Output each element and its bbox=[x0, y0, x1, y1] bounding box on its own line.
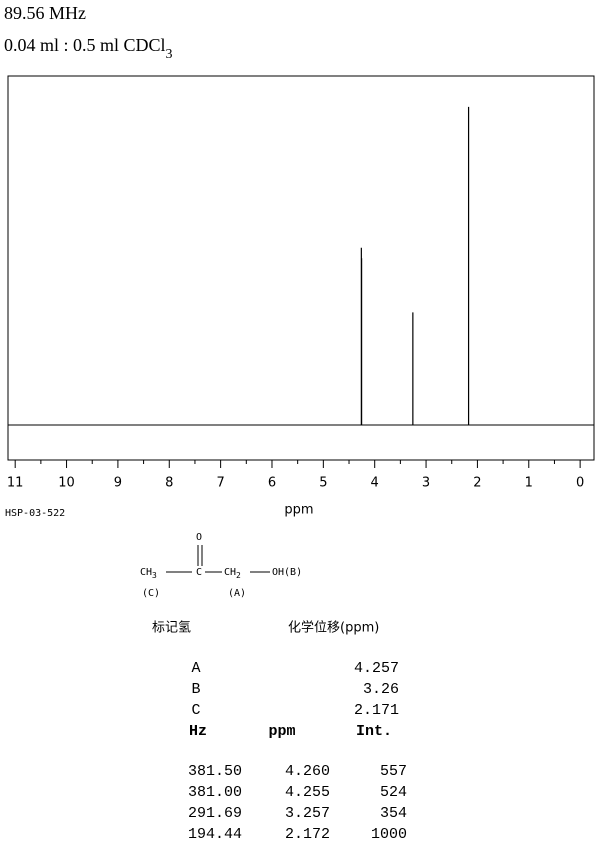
atom: CH3 bbox=[140, 567, 157, 580]
table-cell: 3.26 bbox=[363, 681, 399, 698]
x-tick-label: 5 bbox=[319, 476, 327, 491]
x-tick-label: 8 bbox=[165, 476, 173, 491]
table-cell: B bbox=[191, 681, 200, 698]
table-header: Int. bbox=[356, 723, 392, 740]
x-tick-label: 10 bbox=[58, 476, 75, 491]
table-cell: 1000 bbox=[371, 826, 407, 843]
x-tick-label: 11 bbox=[7, 476, 24, 491]
table-cell: 524 bbox=[380, 784, 407, 801]
atom: C bbox=[196, 567, 202, 578]
table-cell: A bbox=[191, 660, 200, 677]
frequency: 89.56 MHz bbox=[4, 3, 86, 23]
table-cell: 194.44 bbox=[188, 826, 242, 843]
table-cell: 3.257 bbox=[285, 805, 330, 822]
table-cell: 4.257 bbox=[354, 660, 399, 677]
label: (C) bbox=[142, 588, 160, 599]
x-tick-label: 1 bbox=[525, 476, 533, 491]
sample: 0.04 ml : 0.5 ml CDCl3 bbox=[4, 35, 173, 62]
atom: CH2 bbox=[224, 567, 241, 580]
x-tick-label: 6 bbox=[268, 476, 276, 491]
label: (A) bbox=[228, 588, 246, 599]
atom: OH(B) bbox=[272, 567, 302, 578]
code: HSP-03-522 bbox=[5, 508, 65, 519]
x-tick-label: 0 bbox=[576, 476, 584, 491]
table-cell: C bbox=[191, 702, 200, 719]
table-header: 标记氢 bbox=[152, 621, 191, 636]
plot-frame bbox=[7, 75, 595, 461]
x-tick-label: 2 bbox=[473, 476, 481, 491]
table-cell: 2.172 bbox=[285, 826, 330, 843]
table-header: 化学位移(ppm) bbox=[288, 620, 379, 636]
x-tick-label: 9 bbox=[114, 476, 122, 491]
table-cell: 291.69 bbox=[188, 805, 242, 822]
table-header: ppm bbox=[268, 723, 295, 740]
x-tick-label: 4 bbox=[371, 476, 379, 491]
x-tick-label: 7 bbox=[216, 476, 224, 491]
table-cell: 381.50 bbox=[188, 763, 242, 780]
table-cell: 4.255 bbox=[285, 784, 330, 801]
table-cell: 2.171 bbox=[354, 702, 399, 719]
table-cell: 557 bbox=[380, 763, 407, 780]
table-cell: 354 bbox=[380, 805, 407, 822]
x-tick-label: 3 bbox=[422, 476, 430, 491]
table-header: Hz bbox=[189, 723, 207, 740]
atom: O bbox=[196, 532, 202, 543]
x-axis-label: ppm bbox=[284, 503, 313, 518]
structure: O CH3 C CH2 OH(B) (C) (A) bbox=[140, 532, 302, 599]
table-cell: 4.260 bbox=[285, 763, 330, 780]
table-cell: 381.00 bbox=[188, 784, 242, 801]
